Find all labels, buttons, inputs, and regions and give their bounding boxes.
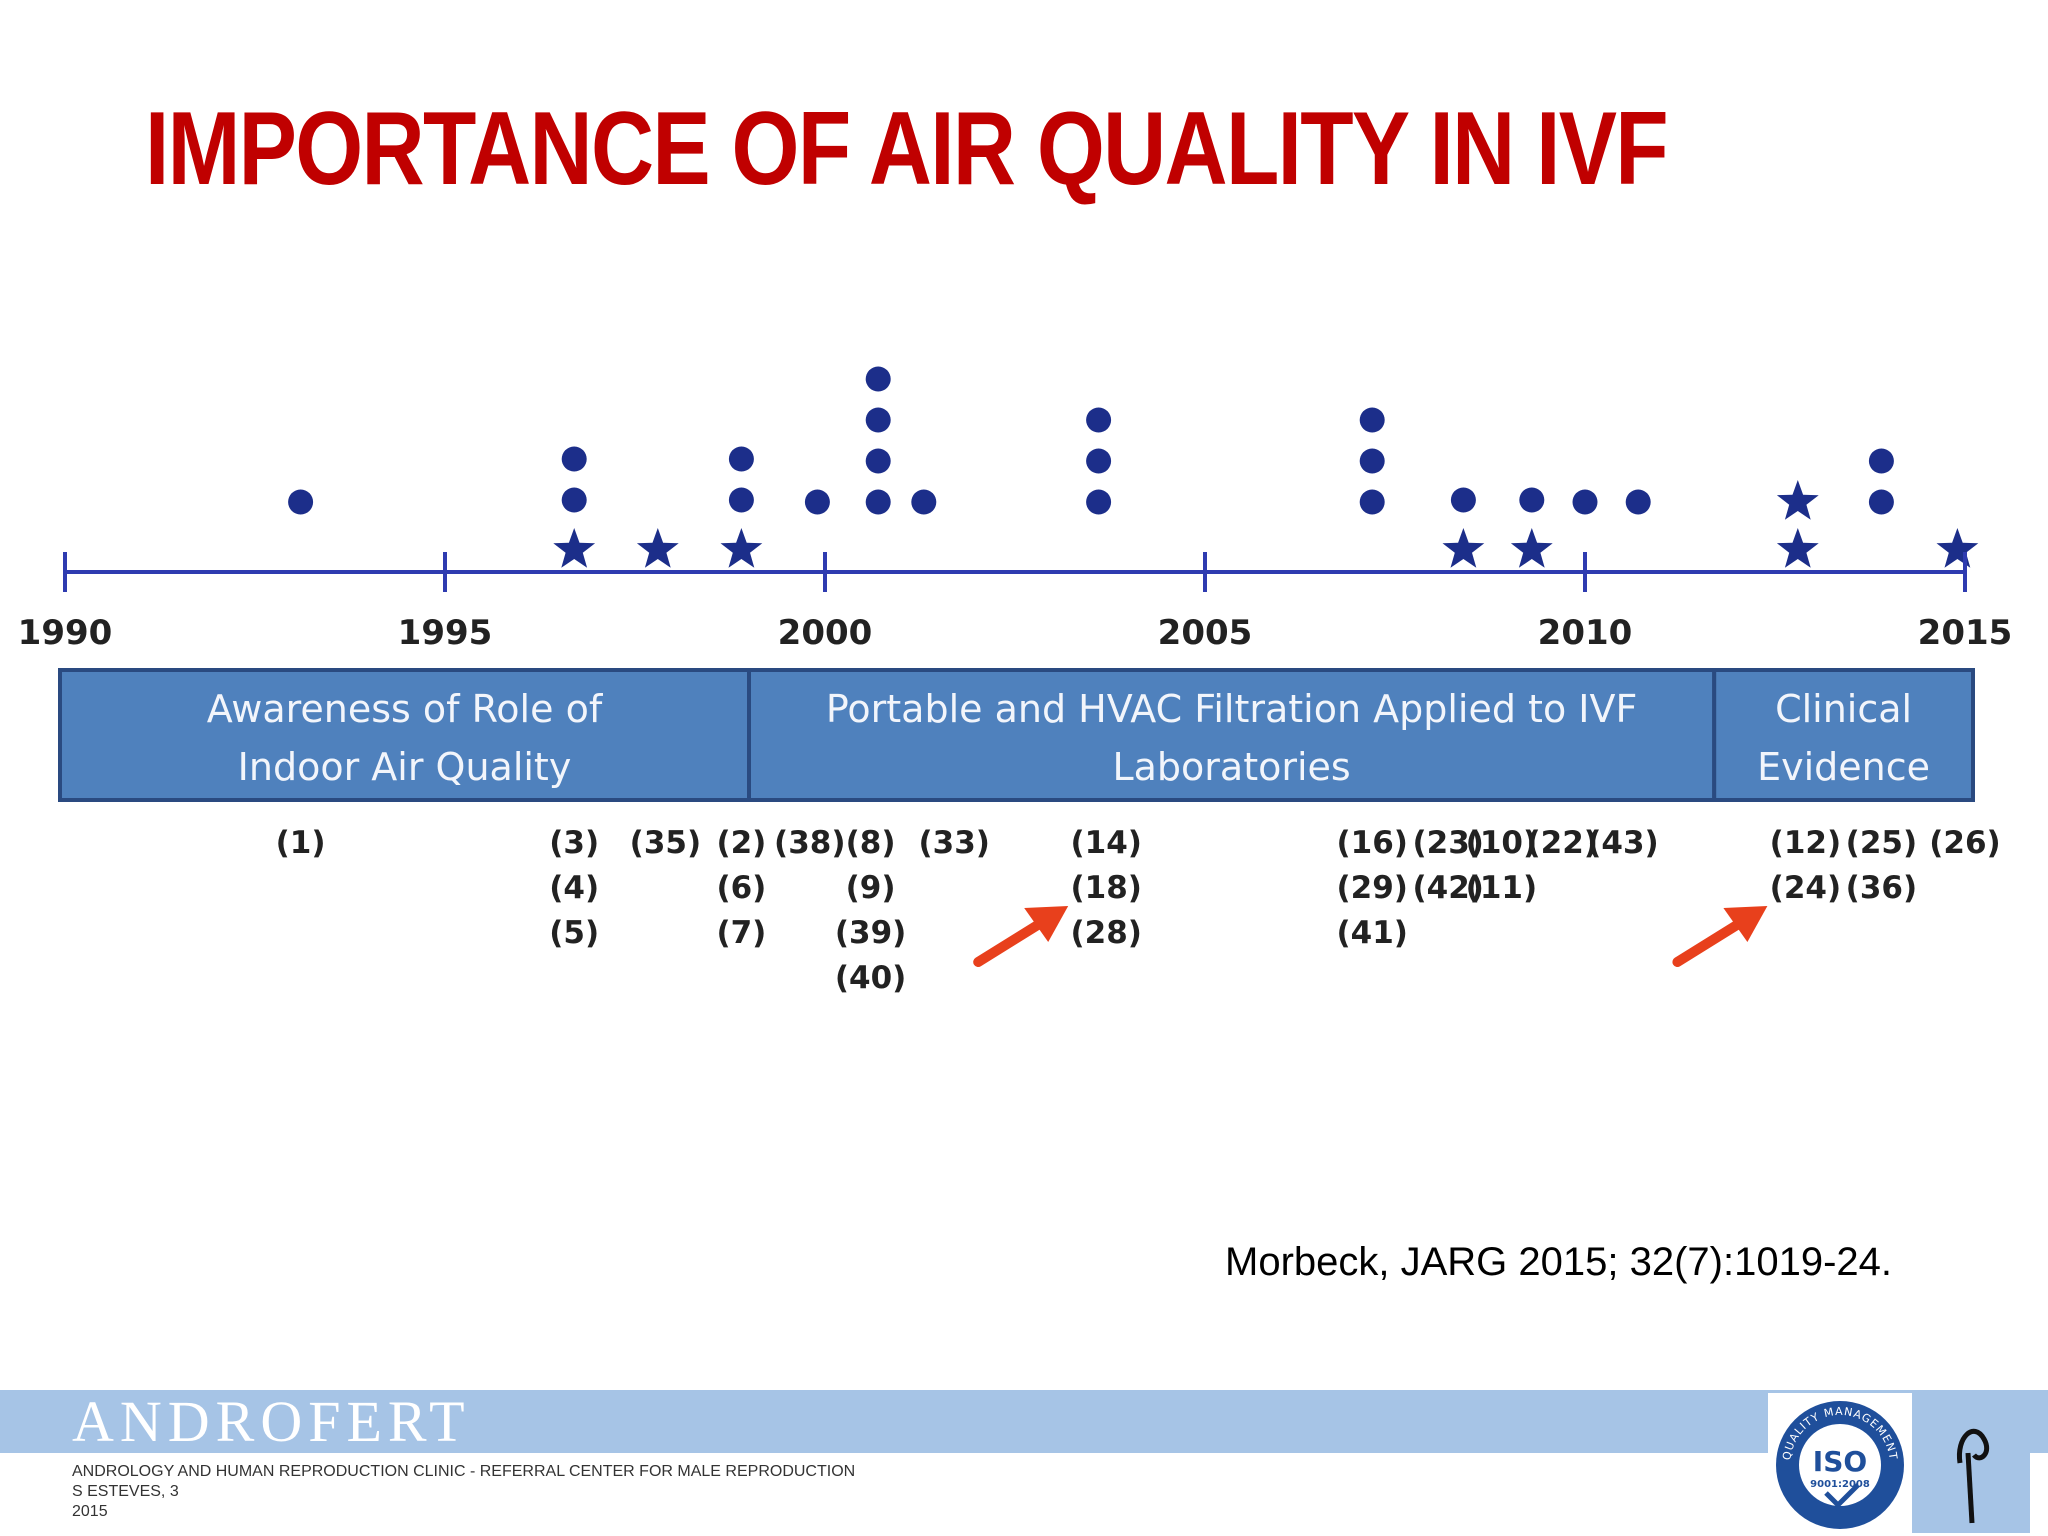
reference-number: (41): [1336, 915, 1407, 951]
reference-number: (8): [846, 825, 896, 861]
reference-number: (12): [1770, 825, 1841, 861]
circle-marker: [865, 407, 891, 433]
footer-year-line: 2015: [72, 1503, 108, 1520]
circle-marker: [1359, 407, 1385, 433]
reference-number: (4): [549, 870, 599, 906]
period-band: [58, 668, 751, 802]
period-band-label: Indoor Air Quality: [238, 745, 572, 789]
star-marker: [553, 528, 596, 568]
circle-marker: [1450, 487, 1476, 513]
reference-number: (5): [549, 915, 599, 951]
year-label: 1995: [398, 613, 493, 653]
reference-list: (1) (3) (4) (5) (35) (2) (6) (7) (38) (8) (9) (39) (…: [276, 825, 2001, 996]
period-band-label: Clinical: [1775, 687, 1912, 731]
period-band: [1712, 668, 1975, 802]
year-label: 1990: [18, 613, 113, 653]
year-label: 2005: [1158, 613, 1253, 653]
reference-number: (18): [1070, 870, 1141, 906]
iso-standard: 9001:2008: [1810, 1479, 1870, 1490]
reference-number: (40): [835, 960, 906, 996]
footer-clinic-line: ANDROLOGY AND HUMAN REPRODUCTION CLINIC …: [72, 1463, 856, 1480]
year-label: 2015: [1918, 613, 2013, 653]
reference-number: (36): [1846, 870, 1917, 906]
reference-number: (10): [1466, 825, 1537, 861]
reference-number: (29): [1336, 870, 1407, 906]
period-band: [747, 668, 1717, 802]
circle-marker: [1572, 489, 1598, 515]
circle-marker: [1086, 489, 1112, 515]
reference-number: (28): [1070, 915, 1141, 951]
markers-layer: [288, 366, 1979, 568]
reference-number: (6): [716, 870, 766, 906]
star-marker: [1510, 528, 1553, 568]
reference-number: (11): [1466, 870, 1537, 906]
circle-marker: [865, 448, 891, 474]
circle-marker: [865, 489, 891, 515]
reference-number: (38): [774, 825, 845, 861]
star-marker: [720, 528, 763, 568]
reference-number: (39): [835, 915, 906, 951]
year-label: 2010: [1538, 613, 1633, 653]
star-marker: [1776, 480, 1819, 520]
slide-title: IMPORTANCE OF AIR QUALITY IN IVF: [145, 91, 1669, 207]
circle-marker: [288, 489, 314, 515]
period-band-label: Evidence: [1757, 745, 1930, 789]
iso-text: ISO: [1813, 1445, 1867, 1478]
reference-number: (3): [549, 825, 599, 861]
circle-marker: [1086, 407, 1112, 433]
reference-number: (2): [716, 825, 766, 861]
period-bands: Awareness of Role of Indoor Air Quality Po…: [58, 668, 1975, 802]
reference-number: (43): [1587, 825, 1658, 861]
circle-marker: [1519, 487, 1545, 513]
circle-marker: [1868, 448, 1894, 474]
timeline-axis: 1990 1995 2000 2005 2010 2015: [18, 552, 2013, 653]
reference-number: (23): [1412, 825, 1483, 861]
check-icon: [1824, 1483, 1860, 1509]
androfert-logo-icon: [1912, 1393, 2030, 1533]
circle-marker: [1625, 489, 1651, 515]
period-band-label: Laboratories: [1112, 745, 1350, 789]
circle-marker: [911, 489, 937, 515]
reference-number: (33): [918, 825, 989, 861]
circle-marker: [561, 487, 587, 513]
reference-number: (14): [1070, 825, 1141, 861]
circle-marker: [1868, 489, 1894, 515]
footer-bar: [0, 1390, 2048, 1453]
circle-marker: [1359, 489, 1385, 515]
arrow-head: [1024, 906, 1069, 942]
circle-marker: [728, 446, 754, 472]
circle-marker: [561, 446, 587, 472]
reference-number: (35): [630, 825, 701, 861]
iso-certification-badge: QUALITY MANAGEMENT CERTIFIED ISO 9001:20…: [1768, 1393, 1912, 1533]
circle-marker: [1086, 448, 1112, 474]
reference-number: (24): [1770, 870, 1841, 906]
reference-number: (25): [1846, 825, 1917, 861]
period-band-label: Awareness of Role of: [207, 687, 604, 731]
period-band-label: Portable and HVAC Filtration Applied to …: [826, 687, 1638, 731]
circle-marker: [804, 489, 830, 515]
footer-author-line: S ESTEVES, 3: [72, 1483, 179, 1500]
reference-number: (9): [846, 870, 896, 906]
circle-marker: [865, 366, 891, 392]
star-marker: [1776, 528, 1819, 568]
star-marker: [1442, 528, 1485, 568]
reference-number: (26): [1929, 825, 2000, 861]
reference-number: (22): [1526, 825, 1597, 861]
citation: Morbeck, JARG 2015; 32(7):1019-24.: [1225, 1240, 1893, 1284]
reference-number: (16): [1336, 825, 1407, 861]
reference-number: (7): [716, 915, 766, 951]
star-marker: [636, 528, 679, 568]
year-label: 2000: [778, 613, 873, 653]
circle-marker: [728, 487, 754, 513]
footer-brand: ANDROFERT: [72, 1389, 471, 1454]
arrow-head: [1723, 906, 1768, 942]
reference-number: (1): [276, 825, 326, 861]
circle-marker: [1359, 448, 1385, 474]
highlight-arrows: [973, 906, 1768, 967]
star-marker: [1936, 528, 1979, 568]
reference-number: (42): [1412, 870, 1483, 906]
timeline-figure: 1990 1995 2000 2005 2010 2015 Awareness of Ro…: [18, 366, 2013, 996]
